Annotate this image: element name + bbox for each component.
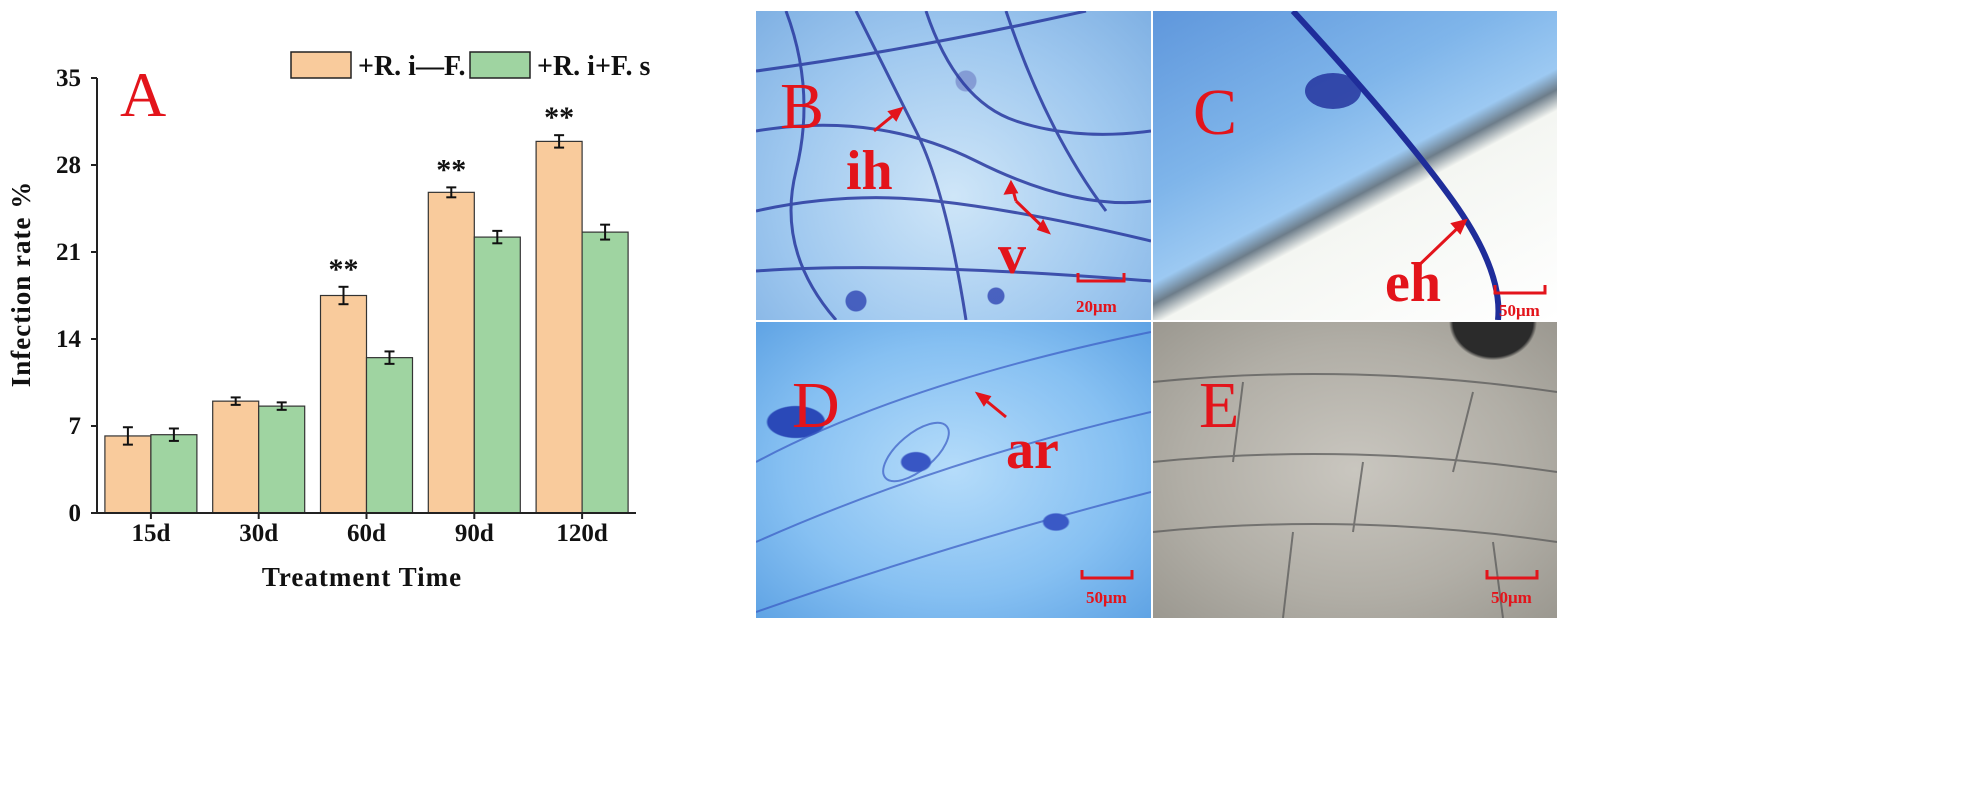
bar-2-30d	[258, 405, 306, 514]
x-tick-label-60d: 60d	[347, 520, 386, 547]
bar-1-120d	[535, 140, 583, 514]
bar-2-120d	[581, 231, 629, 514]
uninfected-cells	[1153, 373, 1557, 618]
legend-swatch-series-1	[290, 51, 352, 79]
label-ih: ih	[846, 140, 893, 202]
label-eh: eh	[1385, 252, 1441, 314]
scale-bar-c-text: 50μm	[1499, 301, 1540, 320]
bar-1-60d	[319, 294, 368, 514]
bar-1-15d	[104, 435, 152, 514]
legend-label-series-2: +R. i+F. s	[537, 51, 650, 82]
x-tick-label-90d: 90d	[455, 520, 494, 547]
y-tick-label-14: 14	[56, 326, 82, 353]
y-tick-label-0: 0	[69, 500, 82, 527]
hyphae-network	[756, 11, 1151, 320]
y-tick-label-35: 35	[56, 65, 81, 92]
y-tick-label-21: 21	[56, 239, 81, 266]
significance-marker-120d: **	[544, 101, 574, 134]
panel-label-d: D	[792, 369, 840, 442]
bar-2-60d	[365, 357, 414, 514]
scale-bar-b-text: 20μm	[1076, 297, 1117, 316]
micrograph-e: E 50μm	[1153, 322, 1557, 618]
hypha-entry	[1290, 11, 1547, 320]
label-ar: ar	[1006, 419, 1059, 481]
y-tick-label-28: 28	[56, 152, 81, 179]
significance-marker-60d: **	[329, 253, 359, 286]
panel-label-e: E	[1199, 369, 1240, 442]
panel-label-a: A	[120, 59, 166, 130]
bar-chart: ** ** ** 0 7 14 21 28 35 15d 30d 60d 90d 120d A +R.…	[6, 51, 650, 592]
bar-2-15d	[150, 434, 198, 514]
micrograph-d: D ar 50μm	[756, 322, 1151, 618]
legend-label-series-1: +R. i—F. s	[358, 51, 483, 82]
label-v: v	[998, 224, 1026, 286]
significance-marker-90d: **	[436, 153, 466, 186]
bar-1-90d	[427, 191, 475, 514]
micrograph-c: C eh 50μm	[1153, 11, 1557, 320]
panel-label-c: C	[1193, 76, 1238, 149]
scale-bar-d-text: 50μm	[1086, 588, 1127, 607]
scale-bar-e-text: 50μm	[1491, 588, 1532, 607]
x-tick-label-30d: 30d	[239, 520, 278, 547]
legend-swatch-series-2	[469, 51, 531, 79]
micrograph-b: B ih v 20μm	[756, 11, 1151, 320]
bar-2-90d	[473, 236, 521, 514]
bar-1-30d	[212, 400, 260, 514]
y-tick-label-7: 7	[69, 413, 82, 440]
panel-label-b: B	[780, 70, 825, 143]
arbuscule-cells	[756, 331, 1151, 613]
y-axis-title: Infection rate %	[6, 181, 36, 387]
x-axis-title: Treatment Time	[262, 562, 462, 592]
x-tick-label-15d: 15d	[131, 520, 170, 547]
x-tick-label-120d: 120d	[556, 520, 608, 547]
